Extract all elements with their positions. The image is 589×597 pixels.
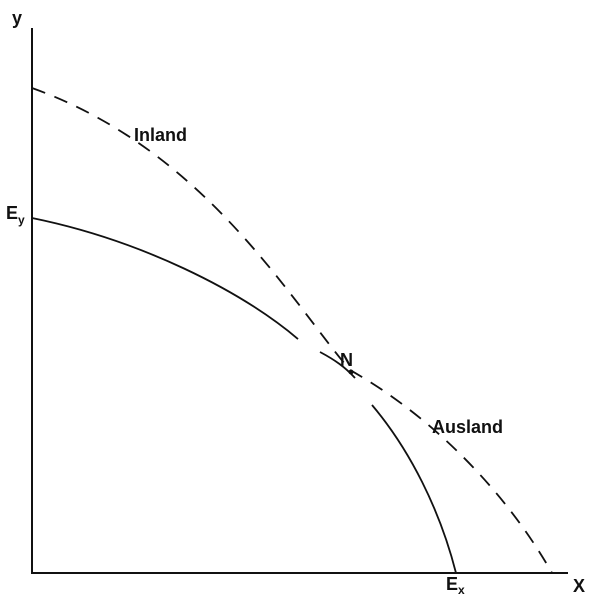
- solid-curve-mid: [319, 351, 356, 379]
- x-axis-label: X: [573, 576, 585, 596]
- intersection-point-n: [348, 369, 354, 375]
- y-axis-label: y: [12, 8, 22, 28]
- intersection-label-n: N: [340, 350, 353, 370]
- ausland-label: Ausland: [432, 417, 503, 437]
- y-intercept-label: Ey: [6, 203, 25, 227]
- dashed-curve: [31, 87, 553, 574]
- y-intercept-main: E: [6, 203, 18, 223]
- solid-curve-lower: [371, 404, 457, 574]
- solid-curve: [31, 217, 299, 340]
- x-intercept-main: E: [446, 574, 458, 594]
- inland-label: Inland: [134, 125, 187, 145]
- y-intercept-subscript: y: [18, 213, 25, 227]
- x-intercept-label: Ex: [446, 574, 465, 597]
- x-intercept-subscript: x: [458, 583, 465, 597]
